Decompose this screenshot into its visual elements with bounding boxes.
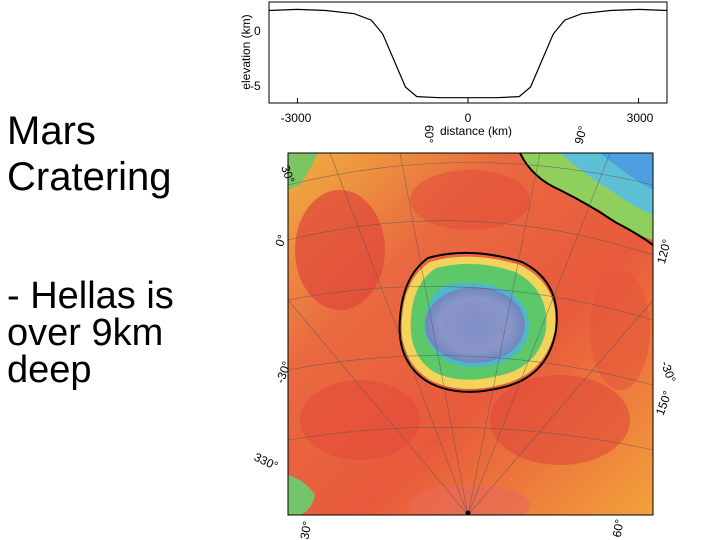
slide-title-line2: Cratering xyxy=(7,155,172,199)
profile-ytick-m5: -5 xyxy=(250,79,261,93)
map-label-60-top: 60° xyxy=(422,125,436,143)
map-label-120: 120° xyxy=(654,238,674,266)
profile-x-ticks xyxy=(296,98,640,103)
map-label-30-bl: 30° xyxy=(297,520,314,540)
profile-xtick-left: -3000 xyxy=(281,111,312,125)
bullet-text: - Hellas is over 9km deep xyxy=(7,275,174,391)
bullet-line3: deep xyxy=(7,349,92,391)
map-label-150: 150° xyxy=(653,389,675,417)
profile-ytick-0: 0 xyxy=(254,24,261,38)
map-label-m30-r: -30° xyxy=(658,359,679,385)
slide-title-line1: Mars xyxy=(7,109,96,153)
profile-xtick-right: 3000 xyxy=(627,111,654,125)
map-label-330: 330° xyxy=(252,450,281,473)
profile-xlabel: distance (km) xyxy=(440,124,512,138)
profile-xtick-mid: 0 xyxy=(465,111,472,125)
bullet-line2: over 9km xyxy=(7,312,164,354)
elevation-profile-chart: elevation (km) 0 -5 -3000 0 3000 distanc… xyxy=(239,1,668,138)
map-label-60-br: 60° xyxy=(610,518,627,539)
map-label-0-l: 0° xyxy=(272,233,289,249)
profile-series-line xyxy=(268,8,668,99)
profile-ylabel: elevation (km) xyxy=(239,14,253,89)
hellas-topographic-map: 30° 0° -30° 330° 60° 90° 120° -30° 150° … xyxy=(252,124,679,540)
profile-frame xyxy=(268,1,668,104)
map-frame xyxy=(287,152,654,516)
map-label-90: 90° xyxy=(572,124,590,145)
slide-title: Mars Cratering xyxy=(7,108,172,200)
map-label-30-tl: 30° xyxy=(278,163,297,185)
bullet-line1: - Hellas is xyxy=(7,275,174,317)
